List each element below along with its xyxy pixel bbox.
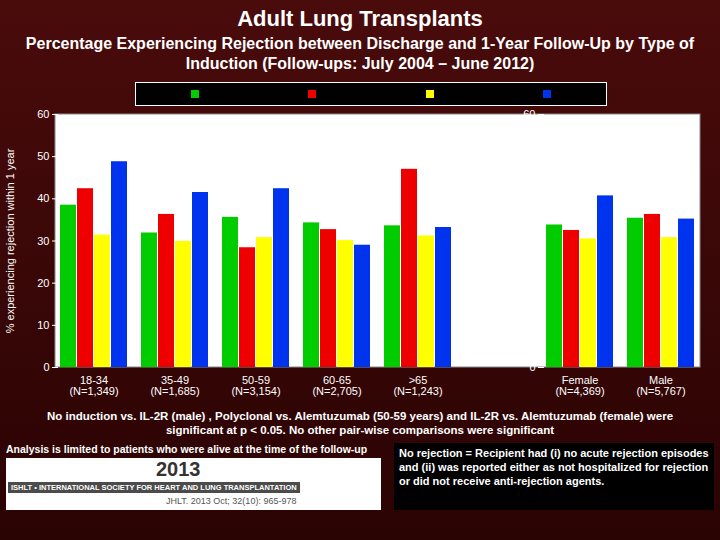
svg-text:60: 60 [523,108,535,120]
svg-text:50: 50 [37,150,49,162]
html-text:Adult Lung Transplants: Adult Lung Transplants [237,6,483,31]
svg-text:18-34(N=1,349): 18-34(N=1,349) [69,374,118,397]
html-text:No rejection = Recipient had (: No rejection = Recipient had (i) no acut… [399,447,709,487]
svg-text:10: 10 [523,319,535,331]
svg-text:10: 10 [37,319,49,331]
svg-text:40: 40 [523,192,535,204]
svg-text:60: 60 [37,108,49,120]
html-text:JHLT. 2013 Oct; 32(10): 965-97: JHLT. 2013 Oct; 32(10): 965-978 [166,496,297,506]
svg-text:40: 40 [37,192,49,204]
svg-text:20: 20 [37,277,49,289]
html-text:2013: 2013 [156,458,201,480]
svg-text:60-65(N=2,705): 60-65(N=2,705) [312,374,361,397]
svg-text:0: 0 [529,361,535,373]
svg-text:% experiencing rejection withi: % experiencing rejection within 1 year [4,148,16,333]
svg-text:30: 30 [37,235,49,247]
html-text:Analysis is limited to patient: Analysis is limited to patients who were… [6,443,368,455]
svg-text:20: 20 [523,277,535,289]
svg-text:0: 0 [43,361,49,373]
svg-text:Female(N=4,369): Female(N=4,369) [555,374,604,397]
svg-text:35-49(N=1,685): 35-49(N=1,685) [150,374,199,397]
html-text:No induction vs. IL-2R (male): No induction vs. IL-2R (male) , Polyclon… [47,410,673,436]
svg-text:50-59(N=3,154): 50-59(N=3,154) [231,374,280,397]
html-text:ISHLT • INTERNATIONAL SOCIETY: ISHLT • INTERNATIONAL SOCIETY FOR HEART … [11,483,297,492]
html-text:Percentage Experiencing Reject: Percentage Experiencing Rejection betwee… [25,35,695,72]
svg-text:>65(N=1,243): >65(N=1,243) [393,374,442,397]
svg-text:50: 50 [523,150,535,162]
svg-text:Male(N=5,767): Male(N=5,767) [636,374,685,397]
svg-text:30: 30 [523,235,535,247]
